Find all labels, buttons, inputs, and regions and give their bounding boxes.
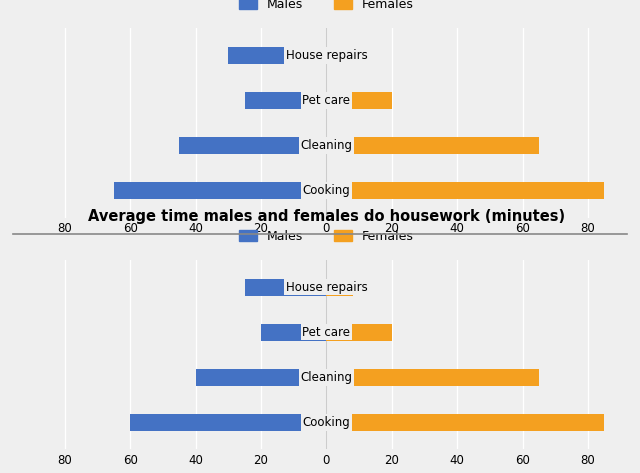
- Bar: [326, 182, 604, 199]
- Title: Average time males and females do housework (minutes): Average time males and females do housew…: [88, 209, 565, 224]
- Text: Cleaning: Cleaning: [300, 139, 353, 152]
- Bar: [244, 92, 326, 109]
- Text: House repairs: House repairs: [285, 280, 367, 294]
- Text: Cleaning: Cleaning: [300, 371, 353, 384]
- Bar: [326, 279, 353, 296]
- Bar: [326, 92, 392, 109]
- Text: Pet care: Pet care: [303, 326, 351, 339]
- Bar: [228, 47, 326, 64]
- Bar: [179, 137, 326, 154]
- Legend: Males, Females: Males, Females: [234, 225, 419, 248]
- Bar: [196, 369, 326, 386]
- Bar: [130, 414, 326, 431]
- Bar: [326, 137, 539, 154]
- Bar: [326, 47, 353, 64]
- Text: House repairs: House repairs: [285, 49, 367, 62]
- Bar: [326, 369, 539, 386]
- Text: Cooking: Cooking: [303, 416, 350, 429]
- Bar: [326, 324, 392, 341]
- Text: Cooking: Cooking: [303, 184, 350, 197]
- Bar: [114, 182, 326, 199]
- Bar: [326, 414, 604, 431]
- Legend: Males, Females: Males, Females: [234, 0, 419, 16]
- Bar: [244, 279, 326, 296]
- Bar: [261, 324, 326, 341]
- Text: Pet care: Pet care: [303, 94, 351, 107]
